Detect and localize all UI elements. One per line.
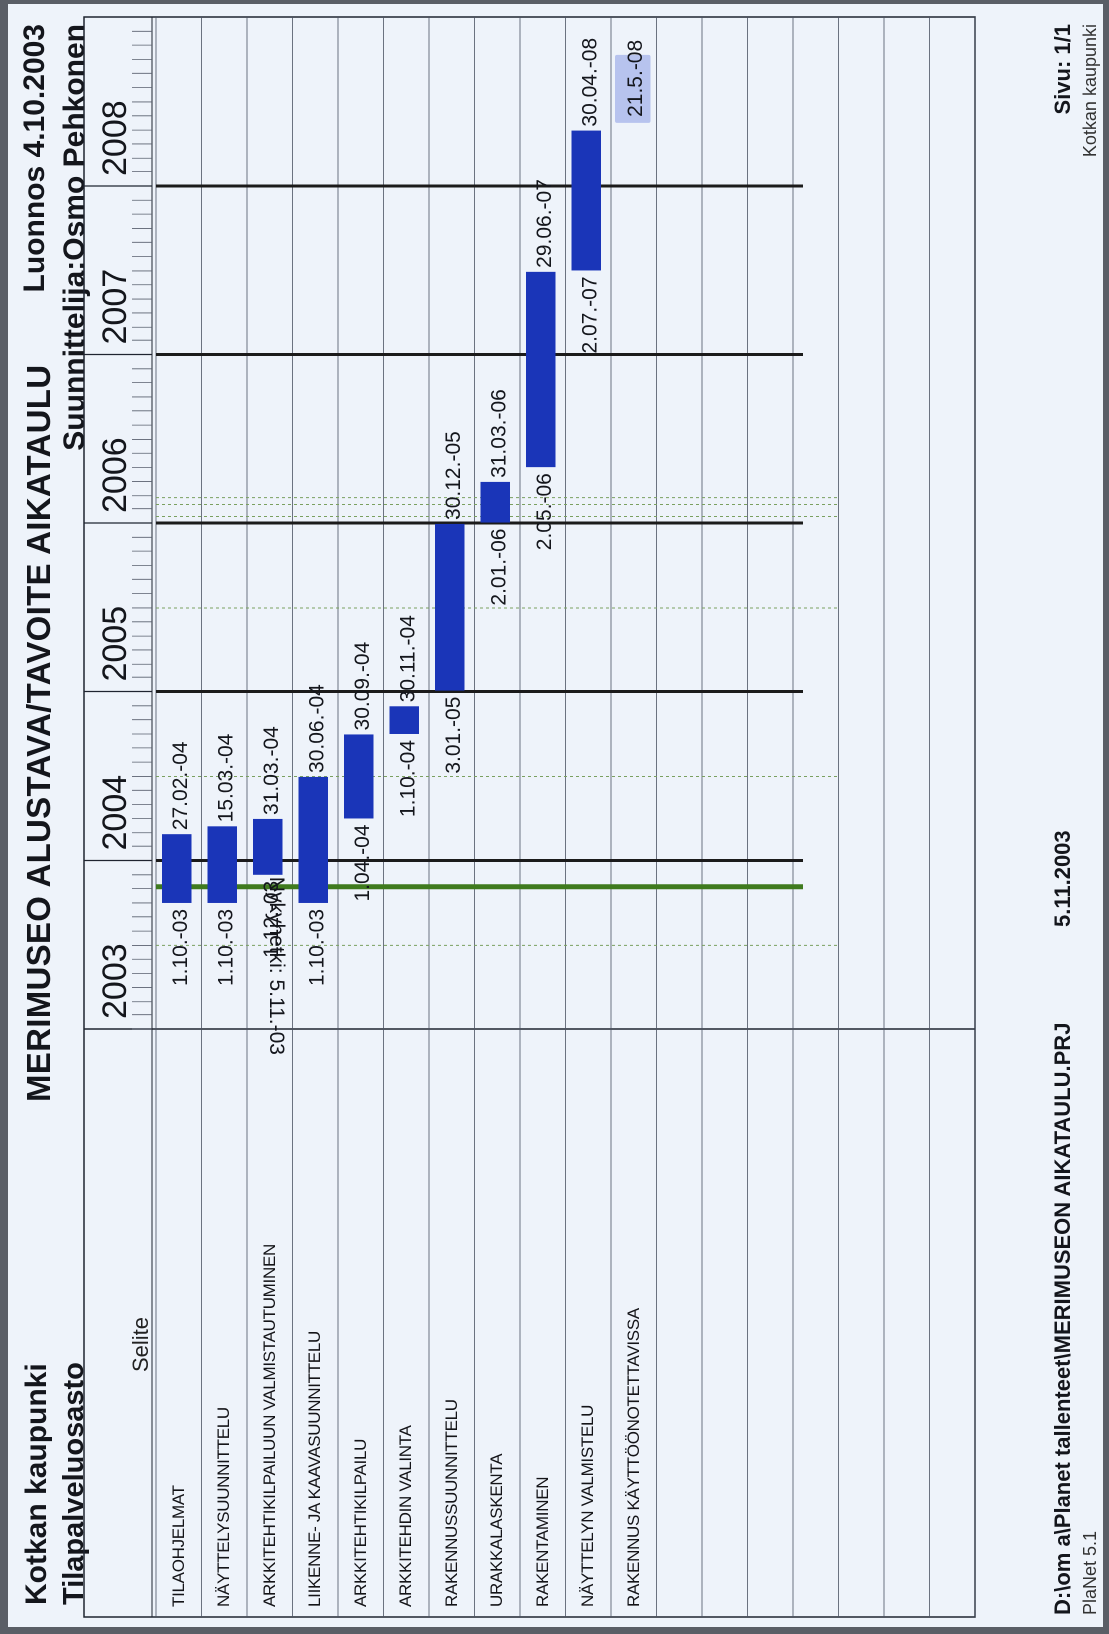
task-start-label: 3.01.-05 (442, 697, 465, 774)
gantt-chart: 2003 2004 2005 2006 2007 2008 Nykyhetki: 5.11.… (83, 16, 976, 1618)
task-end-label: 29.06.-07 (533, 179, 556, 268)
task-start-label: 1.10.-03 (214, 909, 237, 986)
task-bar (526, 271, 556, 468)
task-start-label: 1.04.-04 (351, 824, 374, 901)
year-label: 2007 (96, 269, 134, 345)
task-end-label: 30.11.-04 (396, 615, 419, 702)
today-label: Nykyhetki: 5.11.-03 (265, 877, 288, 1055)
task-start-label: 1.10.-04 (396, 740, 419, 817)
year-label: 2004 (96, 775, 134, 851)
task-end-label: 31.03.-06 (487, 389, 510, 478)
task-bar (480, 481, 510, 523)
task-end-label: 30.12.-05 (442, 431, 465, 520)
task-start-label: 1.10.-03 (305, 909, 328, 986)
year-label: 2006 (96, 437, 134, 513)
task-start-label: 1.12.-03 (260, 881, 283, 958)
task-bar (344, 734, 374, 819)
task-start-label: 1.10.-03 (169, 909, 192, 986)
task-label: RAKENTAMINEN (532, 1476, 552, 1607)
task-end-label: 30.09.-04 (351, 641, 374, 730)
task-label: ARKKITEHDIN VALINTA (396, 1425, 416, 1607)
year-label: 2008 (96, 100, 134, 176)
task-end-label: 30.04.-08 (578, 38, 601, 127)
year-label: 2005 (96, 606, 134, 682)
task-label: NÄYTTELYN VALMISTELU (578, 1404, 598, 1607)
page-number: Sivu: 1/1 (1050, 24, 1075, 115)
print-date: 5.11.2003 (1050, 830, 1075, 927)
gantt-sheet: Kotkan kaupunki Tilapalveluosasto MERIMU… (8, 4, 1103, 1627)
task-end-label: 27.02.-04 (169, 741, 192, 830)
task-start-label: 2.01.-06 (487, 529, 510, 606)
task-bar (435, 523, 465, 691)
task-label: NÄYTTELYSUUNNITTELU (214, 1407, 234, 1607)
task-label: URAKKALASKENTA (487, 1453, 507, 1607)
task-bar (389, 706, 419, 734)
milestone-label: 21.5.-08 (624, 40, 647, 117)
app-version: PlaNet 5.1 (1080, 1530, 1100, 1615)
task-label: RAKENNUSSUUNNITTELU (441, 1399, 461, 1607)
task-label: RAKENNUS KÄYTTÖÖNOTETTAVISSA (623, 1308, 643, 1607)
task-bar (253, 818, 283, 875)
scanned-page: Kotkan kaupunki Tilapalveluosasto MERIMU… (8, 4, 1103, 1627)
task-start-label: 2.05.-06 (533, 473, 556, 550)
task-label: TILAOHJELMAT (168, 1485, 188, 1607)
task-bar (571, 130, 601, 271)
task-start-label: 2.07.-07 (578, 276, 601, 353)
task-label: LIIKENNE- JA KAAVASUUNNITTELU (305, 1331, 325, 1607)
milestone-marker (615, 54, 651, 123)
project-file-path: D:\om a\Planet tallenteet\MERIMUSEON AIK… (1050, 1022, 1075, 1615)
task-label: ARKKITEHTIKILPAILU (350, 1438, 370, 1607)
year-label: 2003 (96, 943, 134, 1019)
task-bar (207, 826, 237, 903)
task-label: ARKKITEHTIKILPAILUUN VALMISTAUTUMINEN (259, 1244, 279, 1607)
task-bar (162, 834, 192, 903)
task-end-label: 15.03.-04 (214, 733, 237, 822)
task-end-label: 31.03.-04 (260, 726, 283, 815)
task-end-label: 30.06.-04 (305, 684, 328, 773)
footer-org: Kotkan kaupunki (1080, 24, 1100, 158)
task-bar (298, 776, 328, 903)
